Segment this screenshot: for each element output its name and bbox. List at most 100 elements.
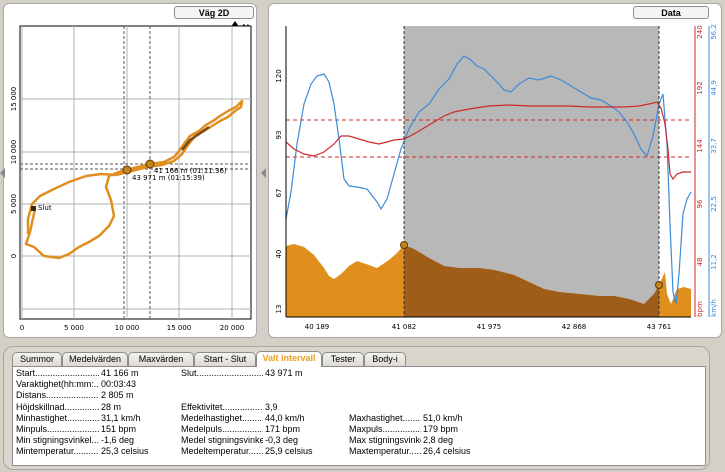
chart-x-tick: 41 975 <box>477 323 502 331</box>
stat-label-text: Min stigningsvinkel <box>16 435 92 446</box>
left-tick: 120 <box>275 69 283 82</box>
kmh-ticks: 56,2 44,9 33,7 22,5 11,2 km/h <box>710 24 718 317</box>
stat-leader-dots <box>46 390 99 400</box>
interval-stats-content: Start 41 166 mVaraktighet(hh:mm:...00:03:… <box>12 366 706 466</box>
stat-label-text: Maxhastighet <box>349 412 403 423</box>
stat-label-text: Start <box>16 368 36 378</box>
stat-value: -1,6 deg <box>101 435 135 446</box>
chart-left-ticks: 120 93 67 40 13 <box>275 69 283 313</box>
stat-value: 43 971 m <box>265 368 303 378</box>
stat-value: 2,8 deg <box>423 435 454 446</box>
speed-line <box>285 55 692 305</box>
stat-row: Max stigningsvinkel 2,8 deg <box>349 435 513 446</box>
stat-value: 151 bpm <box>101 424 137 434</box>
splitter-right-arrow-icon[interactable] <box>261 168 266 178</box>
stat-row: Slut 43 971 m <box>181 368 355 379</box>
left-tick: 13 <box>275 305 283 314</box>
data-panel: Data 120 93 67 40 13 <box>268 3 722 338</box>
tab-medelvarden[interactable]: Medelvärden <box>62 352 128 366</box>
map-y-tick: 0 <box>10 254 18 258</box>
stat-value: 00:03:43 <box>101 379 137 390</box>
stat-label-text: Effektivitet <box>181 401 223 412</box>
map-y-tick: 10 000 <box>10 140 18 165</box>
tab-tester[interactable]: Tester <box>322 352 364 366</box>
stat-leader-dots <box>92 435 99 445</box>
stat-leader-dots <box>403 413 421 423</box>
data-chart[interactable]: 120 93 67 40 13 240 192 144 96 48 bpm 56… <box>269 4 723 339</box>
stat-row: Distans 2 805 m <box>16 390 191 401</box>
stat-label-wrap: Varaktighet(hh:mm:... <box>16 379 99 390</box>
stat-value: 28 m <box>101 401 122 412</box>
tab-maxvarden[interactable]: Maxvärden <box>128 352 194 366</box>
stat-row: Höjdskillnad 28 m <box>16 402 191 413</box>
stat-row: Min stigningsvinkel -1,6 deg <box>16 435 191 446</box>
map-x-tick: 10 000 <box>115 324 140 332</box>
stat-value: 44,0 km/h <box>265 412 305 423</box>
stat-label-wrap: Min stigningsvinkel <box>16 435 99 446</box>
stat-row: Effektivitet 3,9 <box>181 402 355 413</box>
stat-leader-dots <box>222 424 263 434</box>
stat-leader-dots <box>383 424 421 434</box>
stat-value: 41 166 m <box>101 368 139 378</box>
stat-row: Maxpuls 179 bpm <box>349 424 513 435</box>
stat-row: Mintemperatur 25,3 celsius <box>16 446 191 457</box>
tab-summor[interactable]: Summor <box>12 352 62 366</box>
stat-label-wrap: Höjdskillnad <box>16 402 99 413</box>
map-x-tick: 15 000 <box>167 324 192 332</box>
stat-label-wrap: Maxhastighet <box>349 413 421 424</box>
stat-value: 171 bpm <box>265 424 301 434</box>
map-panel: Väg 2D N <box>3 3 257 338</box>
chart-x-tick: 41 082 <box>392 323 417 331</box>
chart-x-tick: 40 189 <box>305 323 330 331</box>
map-y-ticks: 15 000 10 000 5 000 0 <box>10 87 18 258</box>
left-tick: 93 <box>275 131 283 140</box>
tab-start-slut[interactable]: Start - Slut <box>194 352 256 366</box>
stat-label-wrap: Mintemperatur <box>16 446 99 457</box>
route-marker-2[interactable] <box>145 159 155 169</box>
stat-leader-dots <box>47 424 99 434</box>
stat-value: 31,1 km/h <box>101 412 141 423</box>
stat-label-text: Distans <box>16 390 47 401</box>
data-panel-title: Data <box>633 6 709 19</box>
stat-leader-dots <box>409 446 421 456</box>
stat-label-wrap: Minpuls <box>16 424 99 435</box>
map-y-tick: 15 000 <box>10 87 18 112</box>
selection-start-handle[interactable] <box>400 241 408 249</box>
stat-leader-dots <box>35 368 99 378</box>
marker-label-2: 43 971 m (01:15:39) <box>132 174 205 182</box>
map-x-tick: 20 000 <box>220 324 245 332</box>
stat-label-wrap: Maxtemperatur <box>349 446 421 457</box>
stat-value: 26,4 celsius <box>423 446 471 457</box>
stat-label-wrap: Medelhastighet <box>181 413 263 424</box>
stat-value: 25,9 celsius <box>265 446 313 457</box>
stat-label-text: Minpuls <box>16 424 48 434</box>
map-plot[interactable]: N Slut 41 166 m (01 <box>4 4 258 339</box>
map-frame <box>19 25 252 320</box>
selection-end-handle[interactable] <box>655 281 663 289</box>
map-x-tick: 0 <box>20 324 24 332</box>
stat-label-text: Medelpuls <box>181 424 223 434</box>
stat-label-wrap: Distans <box>16 390 99 401</box>
stat-label-wrap: Effektivitet <box>181 402 263 413</box>
pulse-line <box>285 101 691 181</box>
stat-row: Medel stigningsvinke... -0,3 deg <box>181 435 355 446</box>
stat-leader-dots <box>74 446 99 456</box>
end-label: Slut <box>38 204 52 212</box>
stat-label-wrap: Medel stigningsvinke... <box>181 435 263 446</box>
stats-tabs-panel: Summor Medelvärden Maxvärden Start - Slu… <box>3 346 710 470</box>
stat-row: Medelpuls 171 bpm <box>181 424 355 435</box>
tab-body-i[interactable]: Body-i <box>364 352 406 366</box>
route-marker-1[interactable] <box>122 165 132 175</box>
stat-leader-dots <box>67 413 99 423</box>
kmh-tick: 56,2 <box>710 24 718 40</box>
map-x-tick: 5 000 <box>64 324 84 332</box>
tab-valt-intervall[interactable]: Valt intervall <box>256 351 322 367</box>
stat-row: Maxhastighet 51,0 km/h <box>349 413 513 424</box>
route-highlight <box>181 125 210 151</box>
stat-leader-dots <box>249 446 263 456</box>
stat-label-text: Mintemperatur <box>16 446 74 457</box>
bpm-tick: 192 <box>696 81 704 94</box>
stat-row: Minhastighet 31,1 km/h <box>16 413 191 424</box>
stat-label-text: Höjdskillnad <box>16 401 65 412</box>
splitter-left-arrow-icon[interactable] <box>0 168 5 178</box>
